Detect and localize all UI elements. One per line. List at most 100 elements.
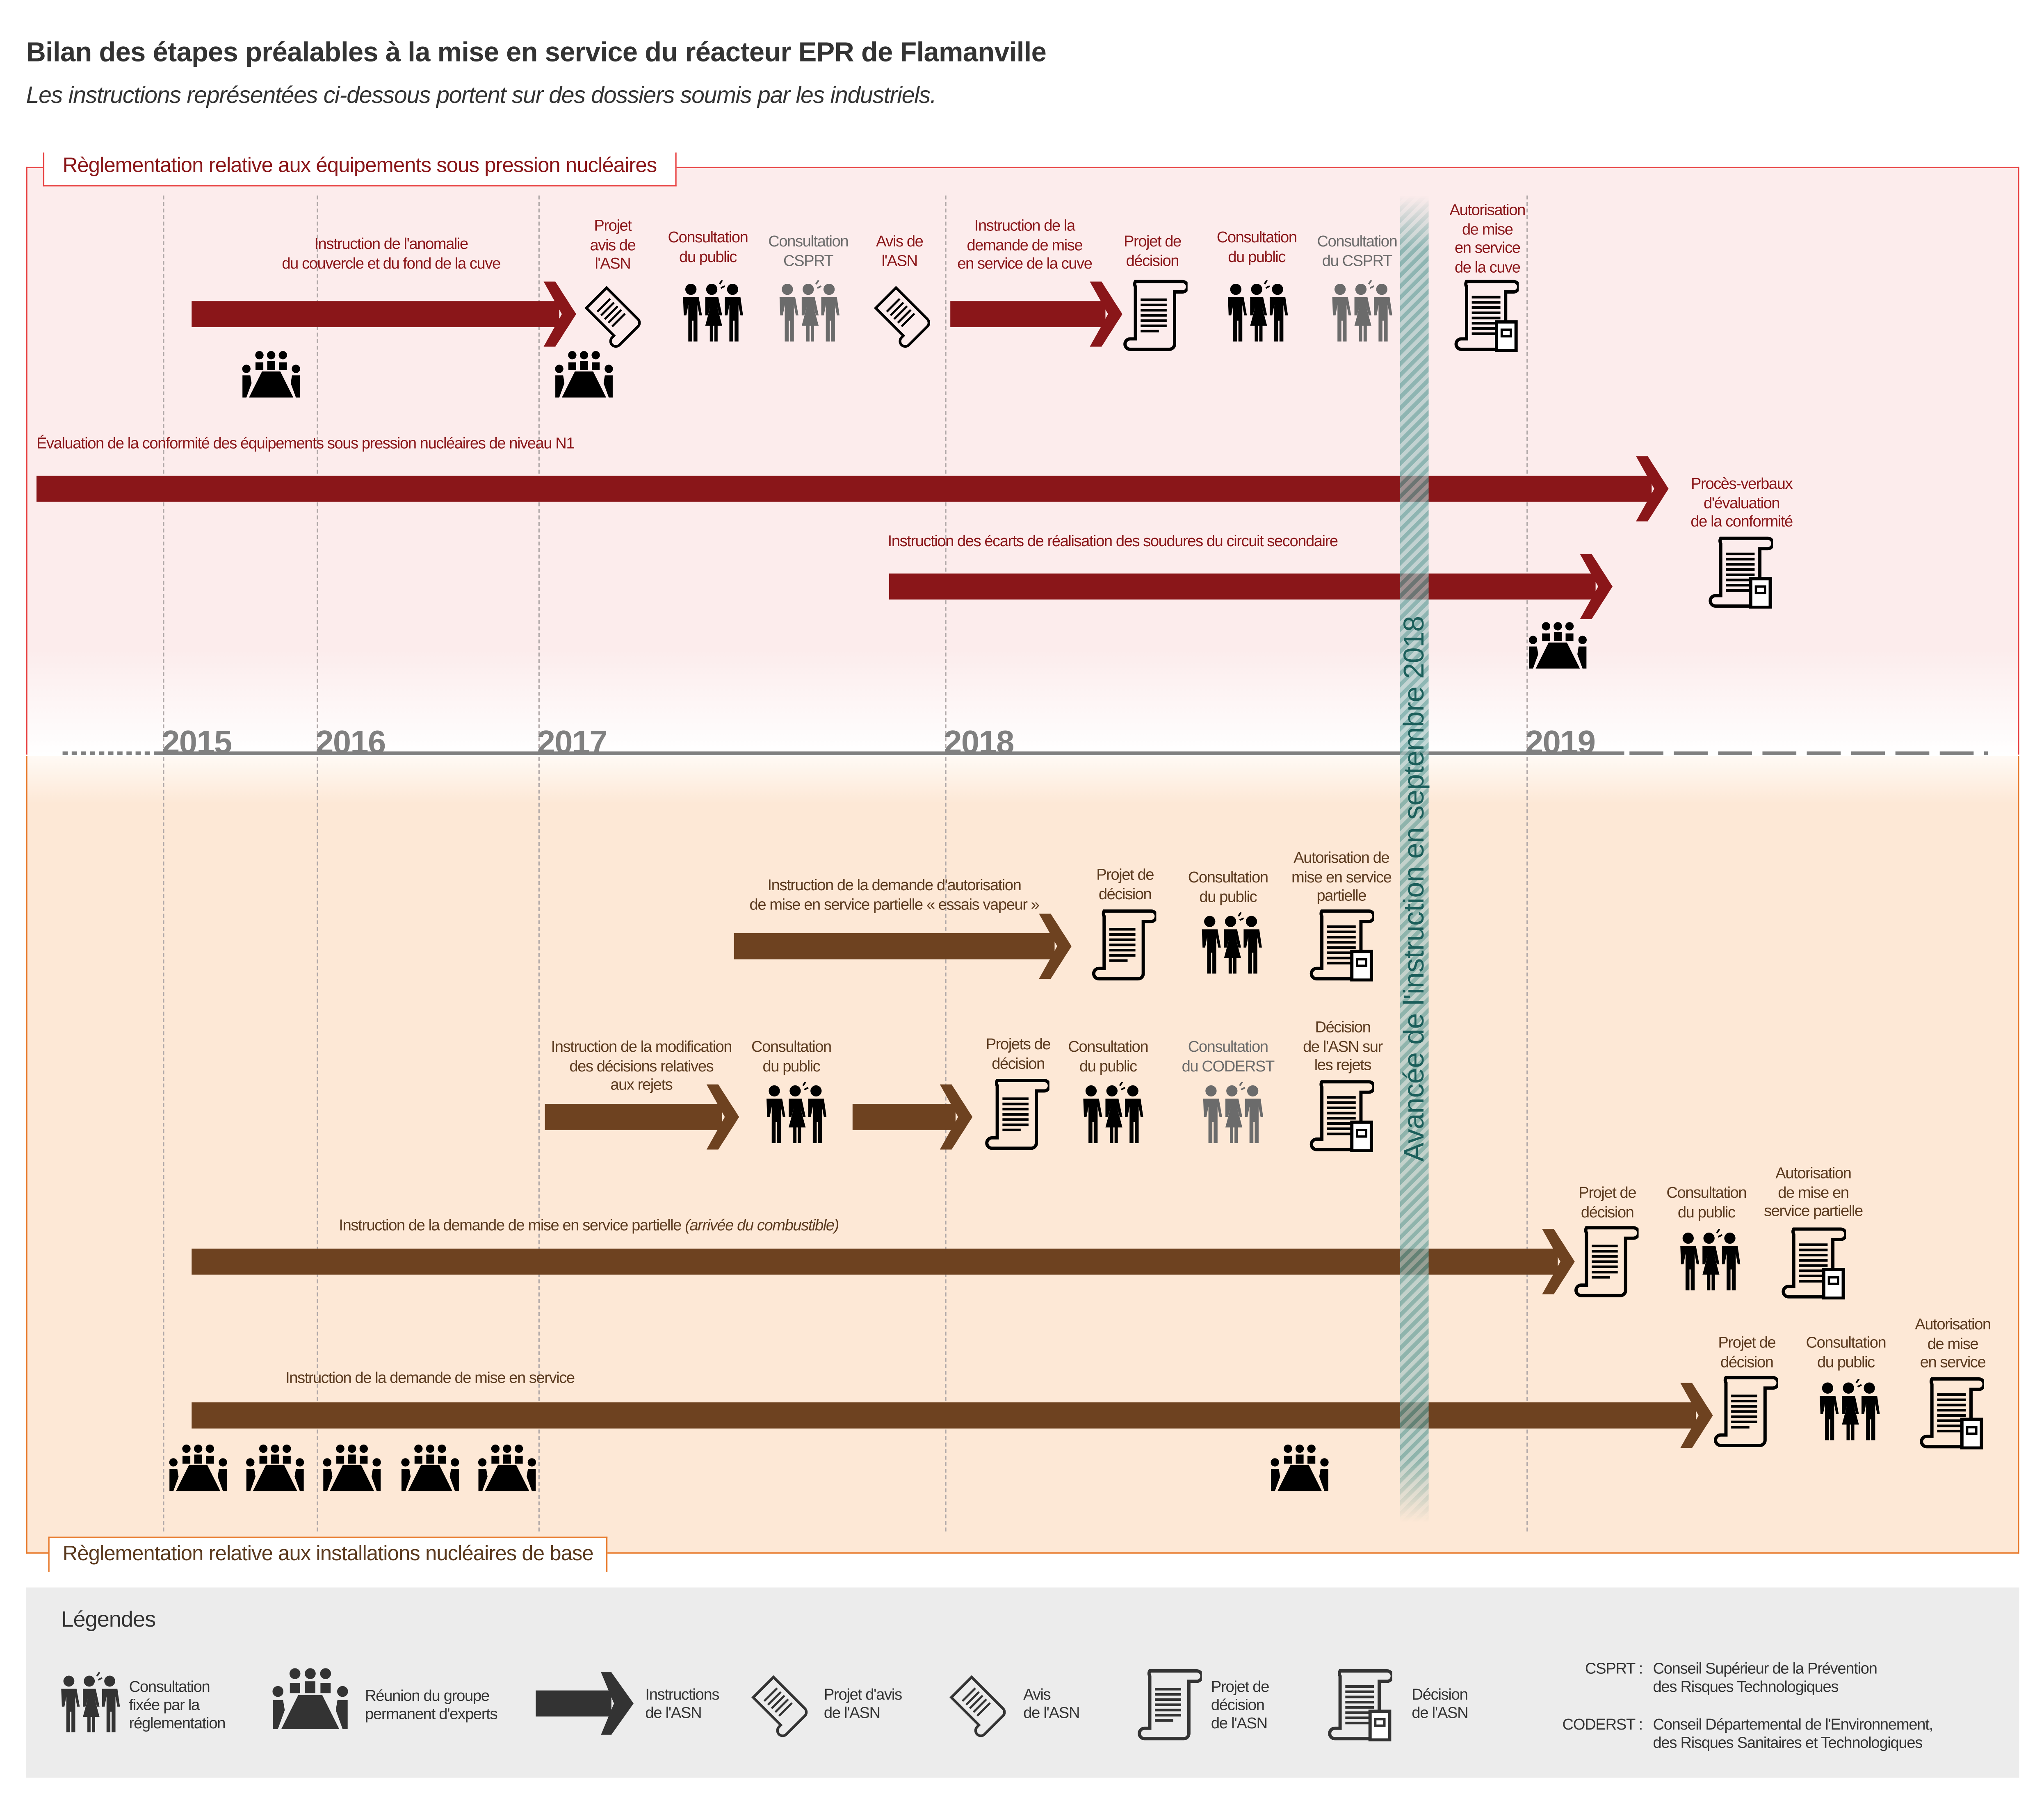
people-consultation-icon: [680, 280, 743, 343]
page-subtitle: Les instructions représentées ci-dessous…: [26, 82, 937, 108]
decision-document-icon: [1708, 536, 1773, 609]
decision-document-icon: [1327, 1668, 1392, 1741]
timeline-axis: [62, 751, 1988, 755]
arrow-icon: [536, 1672, 634, 1735]
label-mise-en-service: Instruction de la demande de mise en ser…: [285, 1368, 575, 1387]
draft-decision-document-icon: [1091, 908, 1156, 981]
year-gridline-2017: [538, 195, 540, 1532]
draft-decision-document-icon: [1713, 1375, 1778, 1448]
legend-title: Légendes: [61, 1607, 156, 1632]
meeting-icon: [168, 1444, 228, 1491]
arrow-rejets-2: [852, 1084, 973, 1150]
opinion-scroll-icon: [871, 283, 936, 348]
arrow-rejets-1: [545, 1084, 739, 1150]
year-gridline-2015: [163, 195, 164, 1532]
meeting-icon: [241, 351, 301, 397]
label-cuve-instruction: Instruction de l'anomalie du couvercle e…: [282, 235, 501, 272]
label-autorisation-partielle: Autorisation de mise en service partiell…: [1291, 848, 1392, 905]
acronym-definition: Conseil Départemental de l'Environnement…: [1653, 1715, 1933, 1752]
acronym-abbr: CODERST :: [1562, 1715, 1643, 1734]
label-combustible: Instruction de la demande de mise en ser…: [339, 1216, 839, 1235]
page-title: Bilan des étapes préalables à la mise en…: [26, 38, 1047, 68]
label-consultation-public: Consultation du public: [668, 228, 748, 265]
inb-section-label-text: Règlementation relative aux installation…: [62, 1543, 594, 1566]
decision-document-icon: [1919, 1377, 1984, 1449]
legend-label: Avis de l'ASN: [1023, 1685, 1080, 1722]
label-autorisation-cuve: Autorisation de mise en service de la cu…: [1449, 201, 1526, 276]
legend-label: Instructions de l'ASN: [645, 1685, 719, 1722]
label-essais-vapeur: Instruction de la demande d'autorisation…: [749, 876, 1040, 913]
year-label: 2015: [162, 725, 232, 761]
people-consultation-icon: [1225, 280, 1288, 343]
draft-decision-document-icon: [984, 1078, 1049, 1151]
legend-label: Décision de l'ASN: [1412, 1685, 1468, 1722]
label-projet-avis: Projet avis de l'ASN: [590, 216, 636, 273]
label-combustible-italic: (arrivée du combustible): [685, 1216, 839, 1235]
year-label: 2016: [315, 725, 386, 761]
label-consultation-public: Consultation du public: [751, 1037, 832, 1075]
opinion-scroll-icon: [947, 1672, 1012, 1737]
label-consultation-public: Consultation du public: [1806, 1333, 1886, 1371]
arrow-evaluation-n1: [36, 456, 1669, 522]
label-projet-decision: Projet de décision: [1123, 232, 1182, 269]
esp-section: [26, 166, 2019, 755]
label-autorisation-partielle: Autorisation de mise en service partiell…: [1764, 1164, 1863, 1220]
arrow-combustible: [192, 1229, 1575, 1294]
decision-document-icon: [1309, 1079, 1374, 1152]
arrow-mise-en-service: [192, 1383, 1713, 1448]
label-projet-decision: Projet de décision: [1096, 865, 1154, 903]
label-consultation-public: Consultation du public: [1666, 1183, 1747, 1221]
arrow-soudures: [889, 554, 1613, 619]
acronym-abbr: CSPRT :: [1585, 1659, 1643, 1677]
acronym-definition: Conseil Supérieur de la Prévention des R…: [1653, 1659, 1877, 1696]
progress-band: [1400, 195, 1429, 1522]
label-consultation-public: Consultation du public: [1216, 228, 1297, 265]
label-proces-verbaux: Procès-verbaux d'évaluation de la confor…: [1690, 474, 1793, 531]
meeting-icon: [400, 1444, 460, 1491]
people-consultation-icon: [1678, 1229, 1741, 1292]
label-consultation-public: Consultation du public: [1068, 1037, 1148, 1075]
draft-decision-document-icon: [1122, 279, 1188, 352]
legend-label: Projet de décision de l'ASN: [1211, 1677, 1270, 1732]
label-projets-decision: Projets de décision: [986, 1035, 1051, 1072]
label-rejets-instruction: Instruction de la modification des décis…: [551, 1037, 732, 1094]
label-projet-decision: Projet de décision: [1579, 1183, 1636, 1221]
meeting-icon: [322, 1444, 382, 1491]
meeting-icon: [1270, 1444, 1330, 1491]
progress-band-label: Avancée de l'instruction en septembre 20…: [1397, 616, 1430, 1162]
people-consultation-icon: [1330, 280, 1392, 343]
people-consultation-icon: [1081, 1082, 1143, 1144]
meeting-icon: [554, 351, 614, 397]
label-projet-decision: Projet de décision: [1718, 1333, 1776, 1371]
people-consultation-icon: [764, 1082, 827, 1144]
label-consultation-coderst: Consultation du CODERST: [1182, 1037, 1275, 1075]
year-gridline-2016: [317, 195, 318, 1532]
label-evaluation-n1: Évaluation de la conformité des équipeme…: [36, 434, 575, 452]
label-avis-asn: Avis de l'ASN: [876, 232, 924, 269]
people-consultation-icon: [777, 280, 840, 343]
draft-decision-document-icon: [1574, 1225, 1639, 1298]
year-gridline-2019: [1526, 195, 1528, 1532]
label-soudures: Instruction des écarts de réalisation de…: [887, 531, 1338, 550]
year-label: 2018: [944, 725, 1014, 761]
year-label: 2017: [537, 725, 608, 761]
legend-label: Réunion du groupe permanent d'experts: [365, 1686, 498, 1723]
meeting-icon: [1528, 622, 1588, 668]
label-decision-rejets: Décision de l'ASN sur les rejets: [1303, 1018, 1383, 1074]
legend-label: Consultation fixée par la réglementation: [129, 1677, 226, 1732]
people-consultation-icon: [1199, 912, 1262, 975]
label-consultation-public: Consultation du public: [1188, 868, 1268, 905]
year-gridline-2018: [945, 195, 947, 1532]
meeting-icon: [271, 1666, 349, 1731]
label-combustible-main: Instruction de la demande de mise en ser…: [339, 1216, 685, 1235]
decision-document-icon: [1781, 1226, 1846, 1299]
label-autorisation-mise-en-service: Autorisation de mise en service: [1915, 1315, 1991, 1371]
arrow-essais-vapeur: [734, 914, 1072, 979]
people-consultation-icon: [59, 1672, 120, 1733]
meeting-icon: [245, 1444, 305, 1491]
inb-section-label: Règlementation relative aux installation…: [48, 1536, 608, 1572]
esp-section-label: Règlementation relative aux équipements …: [43, 152, 676, 187]
meeting-icon: [477, 1444, 537, 1491]
